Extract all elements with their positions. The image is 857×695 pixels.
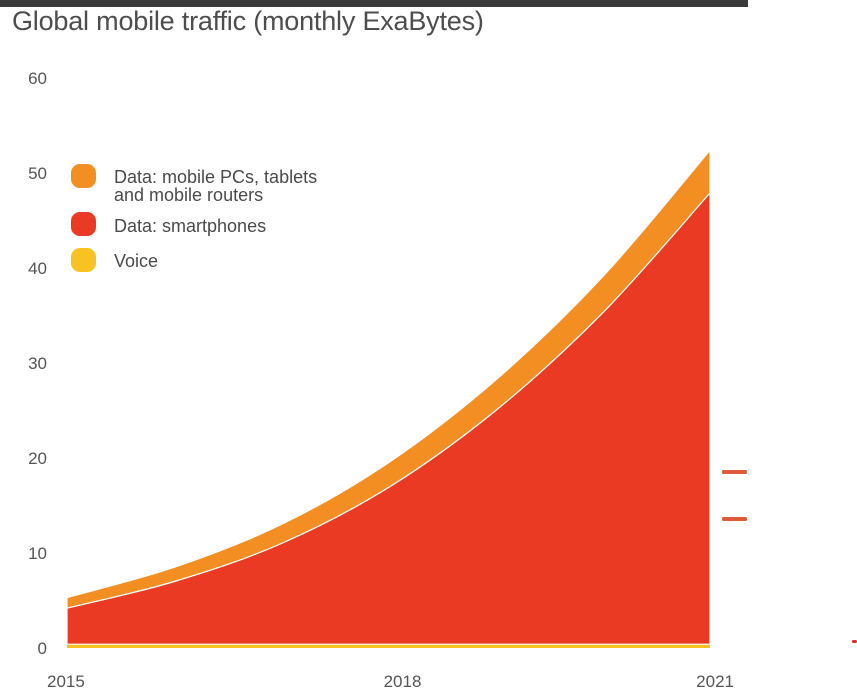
area-voice — [67, 644, 710, 648]
top-border-bar — [0, 0, 748, 7]
legend-label-voice: Voice — [114, 251, 158, 271]
legend-swatch-data-mobile-pcs-tablets — [71, 164, 96, 188]
y-tick-label: 40 — [28, 259, 47, 278]
right-edge-mark-bottom — [852, 640, 857, 643]
y-tick-label: 60 — [28, 69, 47, 88]
legend-label-data-mobile-pcs-tablets-line2: and mobile routers — [114, 185, 263, 205]
legend-swatch-data-smartphones — [71, 212, 96, 236]
right-edge-mark-upper — [722, 470, 747, 474]
legend-label-data-smartphones: Data: smartphones — [114, 216, 266, 236]
right-edge-marks — [722, 470, 857, 643]
legend-label-data-mobile-pcs-tablets: Data: mobile PCs, tablets — [114, 167, 317, 187]
y-tick-label: 20 — [28, 449, 47, 468]
y-axis-tick-labels: 0 10 20 30 40 50 60 — [28, 69, 47, 658]
y-tick-label: 30 — [28, 354, 47, 373]
y-tick-label: 10 — [28, 544, 47, 563]
x-tick-label: 2021 — [696, 672, 734, 691]
y-tick-label: 50 — [28, 164, 47, 183]
area-series-group — [66, 149, 711, 648]
y-tick-label: 0 — [38, 639, 47, 658]
x-tick-label: 2015 — [47, 672, 85, 691]
area-data-mobile-pcs-tablets-and-mobile-routers — [66, 149, 711, 609]
x-tick-label: 2018 — [384, 672, 422, 691]
right-edge-mark-lower — [722, 517, 747, 521]
chart-title: Global mobile traffic (monthly ExaBytes) — [12, 6, 484, 36]
x-axis-tick-labels: 2015 2018 2021 — [47, 672, 734, 691]
legend-swatch-voice — [71, 248, 96, 272]
